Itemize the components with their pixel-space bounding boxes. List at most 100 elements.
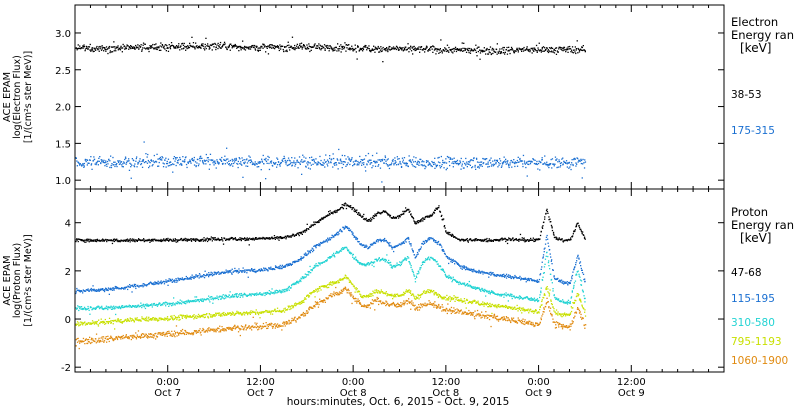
data-point: [355, 210, 357, 212]
data-point: [305, 165, 307, 167]
data-point: [151, 160, 153, 162]
data-point: [436, 48, 438, 50]
data-point: [557, 51, 559, 53]
data-point: [548, 245, 550, 247]
data-point: [521, 160, 523, 162]
data-point: [77, 44, 79, 46]
data-point: [229, 238, 231, 241]
data-point: [312, 163, 314, 165]
data-point: [416, 251, 419, 254]
data-point: [242, 294, 244, 296]
data-point: [544, 247, 546, 249]
data-point: [320, 45, 322, 47]
data-point: [483, 158, 485, 160]
data-point: [207, 45, 209, 47]
data-point: [258, 162, 260, 164]
data-point: [147, 305, 149, 307]
data-point: [580, 267, 582, 270]
data-point: [198, 163, 200, 165]
data-point: [322, 46, 325, 48]
data-point: [443, 225, 445, 228]
data-point: [364, 44, 366, 47]
data-point: [157, 165, 159, 167]
data-point: [125, 239, 127, 241]
data-point: [574, 230, 576, 232]
data-point: [112, 164, 114, 166]
data-point: [382, 239, 384, 241]
data-point: [180, 162, 182, 165]
data-point: [474, 288, 477, 290]
data-point: [331, 48, 333, 51]
data-point: [142, 286, 144, 288]
data-point: [240, 49, 242, 51]
data-point: [573, 269, 575, 271]
data-point: [346, 246, 348, 249]
data-point: [148, 283, 150, 285]
data-point: [303, 44, 305, 46]
data-point: [493, 164, 495, 166]
data-point: [191, 276, 193, 279]
data-point: [456, 281, 458, 283]
data-point: [86, 159, 88, 161]
data-point: [296, 43, 298, 45]
data-point: [356, 238, 358, 241]
data-point: [169, 45, 172, 47]
data-point: [403, 48, 406, 51]
data-point: [349, 49, 351, 51]
data-point: [132, 47, 134, 49]
data-point: [288, 236, 291, 238]
data-point: [380, 240, 382, 243]
data-point: [208, 46, 211, 48]
data-point: [238, 271, 240, 273]
data-point: [215, 239, 218, 241]
data-point: [187, 162, 189, 164]
data-point: [471, 286, 473, 289]
data-point: [152, 304, 154, 306]
data-point: [123, 161, 125, 163]
data-point: [399, 160, 401, 163]
data-point: [488, 290, 491, 292]
data-point: [225, 297, 227, 299]
data-point: [115, 46, 117, 48]
data-point: [583, 162, 585, 164]
data-point: [463, 239, 465, 241]
data-point: [76, 289, 78, 291]
data-point: [540, 290, 542, 292]
data-point: [467, 285, 469, 287]
data-point: [552, 269, 554, 271]
data-point: [387, 50, 389, 53]
data-point: [445, 158, 447, 160]
data-point: [354, 163, 356, 165]
data-point: [349, 229, 352, 231]
data-point: [488, 292, 490, 294]
data-point: [245, 269, 247, 271]
data-point: [254, 268, 256, 271]
data-point: [90, 287, 92, 290]
data-point: [328, 238, 330, 240]
data-point: [288, 285, 290, 288]
data-point: [299, 43, 301, 45]
data-point: [235, 157, 237, 160]
data-point: [499, 238, 501, 241]
data-point: [376, 213, 378, 215]
data-point: [84, 50, 86, 52]
data-point: [534, 300, 536, 302]
data-point: [350, 252, 353, 254]
data-point: [447, 50, 449, 52]
data-point: [173, 46, 175, 49]
data-point: [167, 239, 169, 241]
data-point: [174, 281, 176, 283]
data-point: [479, 52, 482, 54]
data-point: [523, 46, 525, 49]
data-point: [527, 49, 529, 51]
data-point: [173, 163, 175, 166]
data-point: [161, 303, 164, 305]
data-point: [174, 47, 176, 49]
data-point: [489, 240, 491, 242]
data-point: [551, 282, 553, 284]
data-point: [326, 163, 328, 165]
data-point: [482, 271, 484, 273]
data-point: [100, 49, 103, 51]
data-point: [452, 235, 454, 237]
data-point: [551, 50, 553, 52]
